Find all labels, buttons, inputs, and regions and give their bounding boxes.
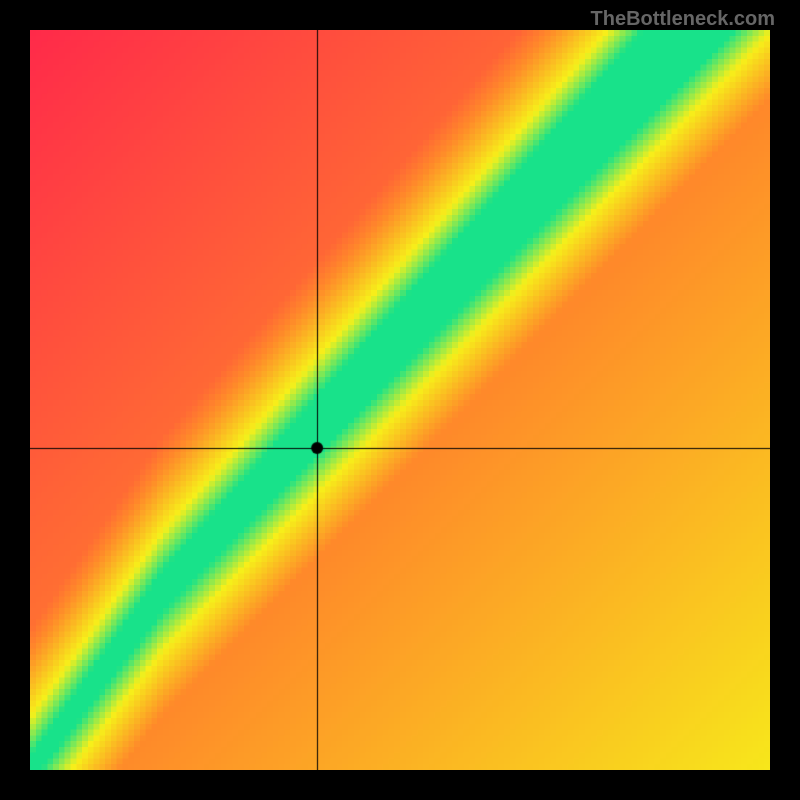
watermark-text: TheBottleneck.com <box>591 8 775 31</box>
chart-container: TheBottleneck.com <box>0 0 800 800</box>
crosshair-overlay <box>30 30 770 770</box>
